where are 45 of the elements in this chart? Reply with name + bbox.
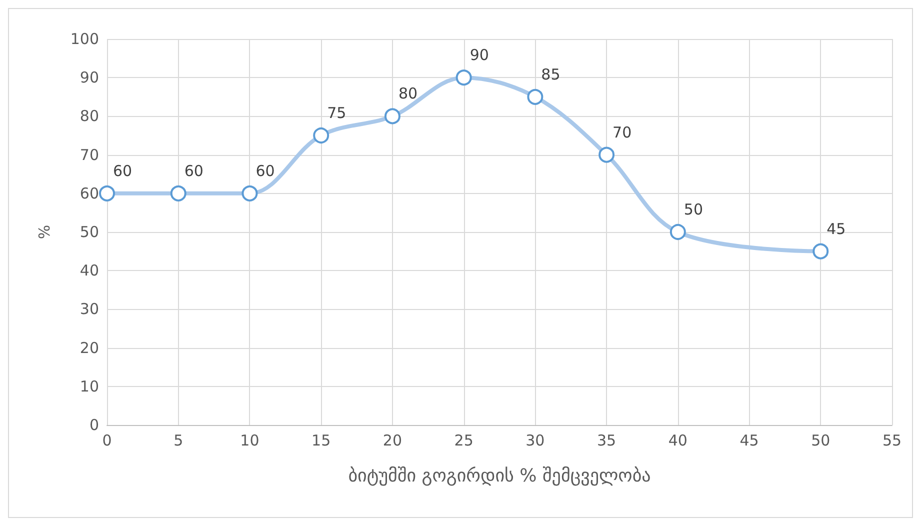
x-tick-label: 35	[597, 432, 616, 450]
x-tick-label: 20	[382, 432, 402, 450]
point	[384, 108, 400, 124]
y-tick-label: 30	[80, 300, 99, 318]
x-tick-label: 40	[668, 432, 688, 450]
data-label: 70	[612, 123, 632, 142]
data-label: 75	[327, 104, 346, 122]
x-tick-label: 55	[882, 432, 902, 450]
y-tick-label: 50	[80, 223, 99, 241]
x-tick-label: 45	[740, 432, 759, 450]
x-tick-label: 50	[811, 432, 830, 450]
point	[242, 185, 258, 202]
point	[99, 185, 115, 202]
point	[313, 128, 330, 144]
x-tick-label: 30	[526, 432, 545, 450]
x-axis-title: ბიტუმში გოგირდის % შემცველობა	[348, 466, 651, 486]
y-tick-label: 40	[80, 262, 99, 280]
y-tick-label: 0	[89, 416, 99, 434]
data-label: 85	[541, 65, 560, 84]
point	[456, 70, 472, 86]
y-tick-label: 100	[70, 30, 99, 48]
x-tick-label: 15	[312, 432, 331, 450]
data-label: 60	[113, 162, 132, 180]
point	[170, 185, 186, 202]
point	[598, 146, 615, 163]
x-tick-label: 10	[240, 432, 260, 450]
data-label: 80	[398, 84, 418, 103]
x-tick-label: 5	[174, 432, 184, 450]
x-tick-label: 0	[102, 432, 112, 450]
point	[527, 88, 544, 105]
point	[670, 224, 686, 240]
point	[812, 243, 829, 260]
data-label: 60	[256, 162, 275, 180]
y-axis-title: %	[36, 224, 54, 240]
y-tick-label: 20	[80, 338, 99, 357]
y-tick-label: 60	[80, 184, 99, 202]
data-label: 45	[826, 220, 846, 238]
data-label: 60	[184, 162, 204, 180]
y-tick-label: 70	[80, 146, 99, 164]
x-tick-label: 25	[454, 432, 474, 450]
y-tick-label: 90	[80, 68, 99, 87]
y-tick-label: 10	[80, 377, 99, 396]
y-tick-label: 80	[80, 107, 99, 126]
data-label: 50	[684, 200, 704, 218]
data-label: 90	[470, 46, 489, 64]
